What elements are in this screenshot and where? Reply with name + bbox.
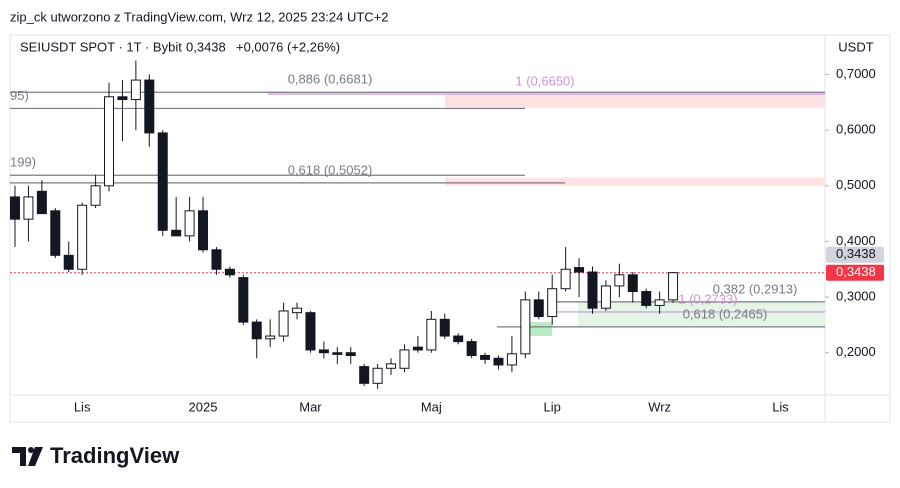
logo: TradingView [50, 443, 180, 468]
fib-label: 1 (0,6650) [515, 73, 574, 88]
candle-body [520, 299, 531, 355]
fib-zone [527, 322, 552, 337]
candle-body [641, 291, 652, 306]
candle-body [668, 272, 679, 301]
y-tick-label: 0,5000 [836, 177, 876, 192]
candle-body [439, 318, 450, 337]
candle-body [144, 79, 155, 134]
fib-label: 0,618 (0,2465) [683, 306, 768, 321]
candle-body [533, 299, 544, 318]
symbol: SEIUSDT SPOT · 1T · Bybit [20, 39, 182, 54]
candle-body [265, 335, 276, 340]
candle-body [426, 318, 437, 351]
logo-icon [12, 447, 43, 466]
change: +0,0076 (+2,26%) [236, 39, 340, 54]
y-axis-title: USDT [838, 39, 873, 54]
x-tick-label: 2025 [189, 399, 218, 414]
fib-label: 95) [10, 88, 29, 103]
chart-frame [9, 34, 891, 423]
candle-body [493, 357, 504, 366]
candle-body [211, 249, 222, 270]
fib-zone [578, 301, 825, 327]
candle-body [372, 367, 383, 384]
x-tick-label: Lip [544, 399, 561, 414]
candle-body [171, 229, 182, 237]
candle-body [345, 352, 356, 356]
candle-body [63, 254, 74, 270]
fib-label: 0,618 (0,5052) [288, 162, 373, 177]
candle-body [587, 271, 598, 309]
candle-body [23, 196, 34, 220]
fib-zone [445, 177, 825, 186]
candle-body [184, 210, 195, 237]
candle-body [278, 310, 289, 337]
candle-body [104, 96, 115, 187]
x-tick-label: Wrz [648, 399, 671, 414]
y-tick-label: 0,7000 [836, 66, 876, 81]
candle-body [198, 210, 209, 251]
candle-body [77, 204, 88, 270]
candle-body [332, 352, 343, 355]
fib-label: 0,886 (0,6681) [288, 72, 373, 87]
header: zip_ck utworzono z TradingView.com, Wrz … [10, 9, 389, 24]
y-tick-label: 0,6000 [836, 122, 876, 137]
fib-zone [445, 93, 825, 108]
x-tick-label: Lis [74, 399, 91, 414]
candle-body [251, 321, 262, 340]
candle-body [292, 307, 303, 314]
close-price-label: 0,3438 [836, 246, 876, 261]
candle-body [547, 288, 558, 318]
close-price-box [826, 246, 884, 263]
candle-body [157, 132, 168, 231]
candle-body [627, 274, 638, 293]
candle-body [412, 346, 423, 351]
candle-body [574, 267, 585, 273]
candle-body [318, 349, 329, 354]
candle-body [386, 363, 397, 369]
candle-body [466, 341, 477, 356]
candle-body [10, 196, 20, 220]
candle-body [117, 96, 128, 101]
candle-body [453, 335, 464, 343]
candle-body [50, 210, 61, 256]
y-tick-label: 0,3000 [836, 289, 876, 304]
last-price-label: 0,3438 [836, 264, 876, 279]
candle-body [399, 349, 410, 369]
candle-body [480, 354, 491, 360]
candle-body [654, 299, 665, 306]
x-tick-label: Maj [421, 399, 442, 414]
x-tick-label: Lis [772, 399, 789, 414]
fib-label: 0,382 (0,2913) [713, 281, 798, 296]
fib-label: 1 (0,2733) [678, 291, 737, 306]
candle-body [224, 268, 235, 276]
candle-body [36, 190, 47, 215]
last-value: 0,3438 [186, 39, 226, 54]
candle-body [600, 285, 611, 309]
candle-body [238, 277, 249, 323]
candle-body [305, 312, 316, 351]
candle-body [90, 185, 101, 206]
x-tick-label: Mar [299, 399, 322, 414]
candle-body [614, 274, 625, 287]
candle-body [560, 268, 571, 290]
candle-body [506, 353, 517, 366]
candle-body [359, 366, 370, 384]
y-tick-label: 0,4000 [836, 233, 876, 248]
candle-body [130, 79, 141, 101]
y-tick-label: 0,2000 [836, 344, 876, 359]
fib-label: 199) [10, 155, 36, 170]
last-price-box [826, 264, 884, 281]
